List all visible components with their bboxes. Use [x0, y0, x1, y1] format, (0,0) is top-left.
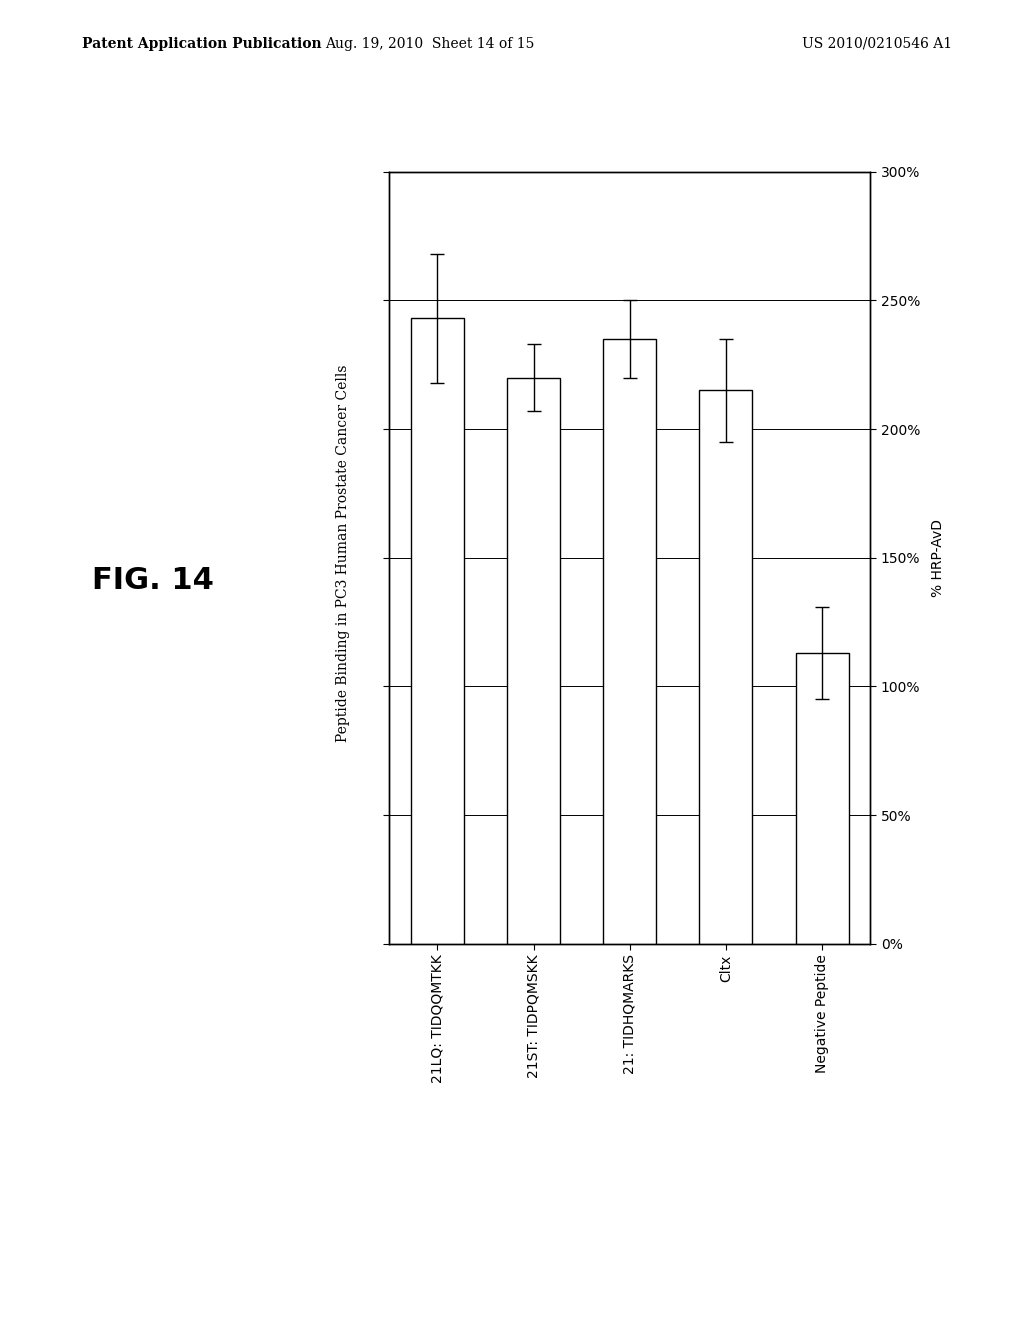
Text: Patent Application Publication: Patent Application Publication	[82, 37, 322, 51]
Bar	[796, 653, 849, 944]
Bar	[603, 339, 656, 944]
Text: Peptide Binding in PC3 Human Prostate Cancer Cells: Peptide Binding in PC3 Human Prostate Ca…	[336, 364, 350, 742]
Bar	[411, 318, 464, 944]
Bar	[699, 391, 753, 944]
Text: FIG. 14: FIG. 14	[92, 566, 214, 595]
Text: Aug. 19, 2010  Sheet 14 of 15: Aug. 19, 2010 Sheet 14 of 15	[326, 37, 535, 51]
Bar	[507, 378, 560, 944]
Text: US 2010/0210546 A1: US 2010/0210546 A1	[802, 37, 952, 51]
Y-axis label: % HRP-AvD: % HRP-AvD	[932, 519, 945, 597]
